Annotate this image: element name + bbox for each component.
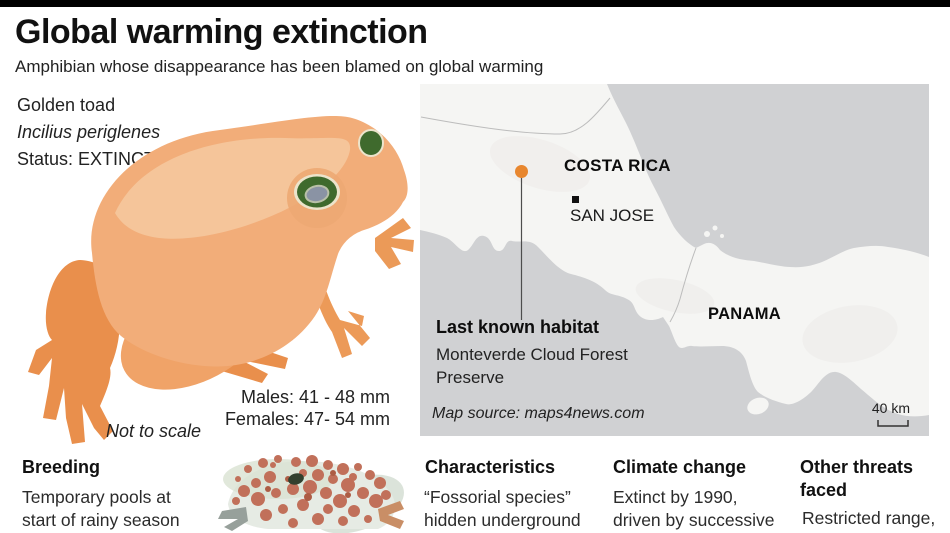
section-heading-characteristics: Characteristics: [425, 457, 556, 477]
label-costa-rica: COSTA RICA: [564, 156, 671, 175]
page-title: Global warming extinction: [15, 13, 428, 51]
female-size: Females: 47- 54 mm: [224, 409, 390, 429]
costa-rica-panama-map: COSTA RICA SAN JOSE PANAMA Last known ha…: [420, 84, 929, 436]
label-panama: PANAMA: [708, 305, 781, 323]
female-toad-illustration: [218, 455, 404, 533]
habitat-label: Last known habitat: [436, 317, 600, 337]
species-common-name: Golden toad: [17, 95, 116, 115]
san-jose-marker: [572, 196, 579, 203]
label-san-jose: SAN JOSE: [570, 206, 655, 225]
species-scientific-name: Incilius periglenes: [17, 122, 161, 142]
panama-border-line: [669, 247, 697, 323]
nicaragua-border-line: [420, 97, 611, 135]
section-body-climate-change: Extinct by 1990, driven by successive: [613, 487, 775, 530]
size-note: Males: 41 - 48 mm Females: 47- 54 mm: [178, 386, 390, 430]
male-size: Males: 41 - 48 mm: [240, 387, 390, 407]
page-subtitle: Amphibian whose disappearance has been b…: [15, 57, 544, 76]
section-body-breeding: Temporary pools at start of rainy season: [22, 487, 180, 530]
section-body-characteristics: “Fossorial species” hidden underground: [424, 487, 581, 530]
golden-toad-illustration: [28, 116, 414, 444]
scale-label: 40 km: [871, 400, 910, 416]
section-heading-climate-change: Climate change: [613, 457, 747, 477]
scale-bar: [877, 420, 909, 427]
female-toad-eye: [288, 473, 304, 485]
section-body-other-threats: Restricted range,: [802, 508, 936, 528]
section-heading-other-threats: Other threats faced: [800, 457, 914, 500]
top-divider-bar: [0, 0, 950, 7]
species-info: Golden toad Incilius periglenes Status: …: [17, 92, 160, 173]
species-status: Status: EXTINCT: [17, 149, 156, 169]
toad-far-eye: [358, 129, 384, 157]
map-source-credit: Map source: maps4news.com: [432, 405, 645, 422]
section-heading-breeding: Breeding: [22, 457, 101, 477]
habitat-place: Monteverde Cloud Forest Preserve: [436, 345, 628, 387]
habitat-marker-dot: [515, 165, 528, 178]
map-land-shapes: [420, 84, 929, 427]
female-toad-front-leg: [218, 507, 248, 531]
not-to-scale-note: Not to scale: [106, 421, 202, 441]
female-toad-spots: [232, 455, 391, 528]
